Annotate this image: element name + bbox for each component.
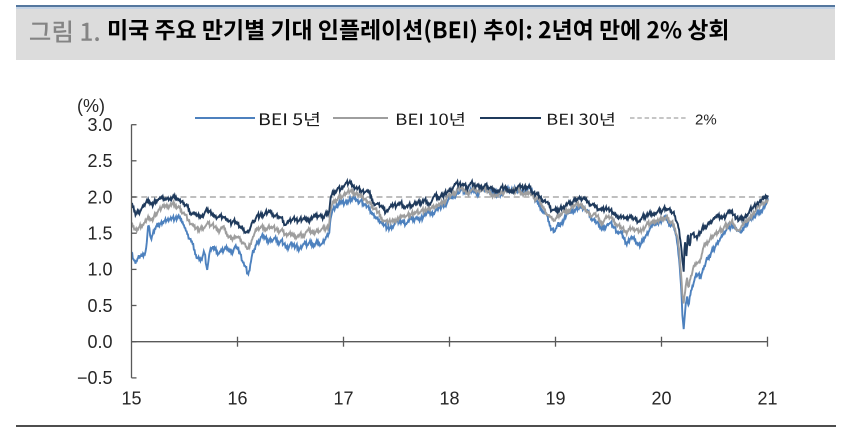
svg-text:3.0: 3.0 (87, 115, 112, 135)
svg-text:16: 16 (227, 389, 247, 409)
svg-text:2.0: 2.0 (87, 187, 112, 207)
svg-text:−0.5: −0.5 (77, 368, 113, 388)
svg-text:20: 20 (651, 389, 671, 409)
svg-text:2%: 2% (695, 111, 717, 128)
svg-text:(%): (%) (77, 96, 105, 116)
svg-text:0.0: 0.0 (87, 332, 112, 352)
svg-text:1.5: 1.5 (87, 224, 112, 244)
svg-text:0.5: 0.5 (87, 296, 112, 316)
svg-text:18: 18 (439, 389, 459, 409)
svg-text:2.5: 2.5 (87, 151, 112, 171)
svg-text:21: 21 (757, 389, 777, 409)
svg-text:17: 17 (333, 389, 353, 409)
svg-text:15: 15 (121, 389, 141, 409)
svg-text:19: 19 (545, 389, 565, 409)
svg-text:1.0: 1.0 (87, 260, 112, 280)
